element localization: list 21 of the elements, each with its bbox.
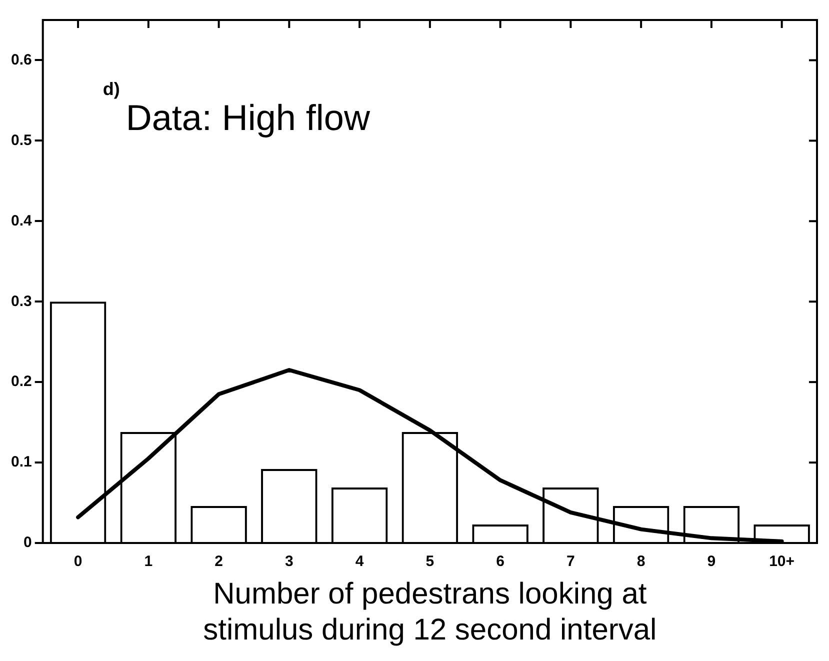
x-tick-label: 1 (144, 553, 153, 570)
annotation: Data: High flow (126, 97, 371, 138)
x-tick-label: 6 (496, 553, 504, 570)
x-tick-label: 10+ (769, 553, 795, 570)
x-tick-label: 4 (355, 553, 364, 570)
x-tick-label: 2 (214, 553, 223, 570)
x-tick-label: 0 (74, 553, 82, 570)
y-tick-label: 0.2 (10, 373, 32, 390)
x-tick-label: 8 (636, 553, 646, 570)
y-tick-label: 0.3 (10, 292, 32, 310)
x-axis-title: Number of pedestrans looking at stimulus during 12 second interval (203, 577, 657, 646)
y-tick-label: 0.6 (10, 51, 32, 68)
y-tick-label: 0.5 (10, 132, 32, 149)
y-tick-label: 0 (24, 534, 32, 552)
y-tick-label: 0.1 (10, 454, 32, 471)
x-tick-label: 3 (285, 553, 294, 570)
annotation: d) (102, 79, 120, 99)
y-tick-label: 0.4 (10, 212, 32, 230)
x-tick-label: 9 (707, 553, 716, 570)
x-tick-label: 7 (566, 553, 575, 570)
x-tick-label: 5 (426, 553, 434, 570)
